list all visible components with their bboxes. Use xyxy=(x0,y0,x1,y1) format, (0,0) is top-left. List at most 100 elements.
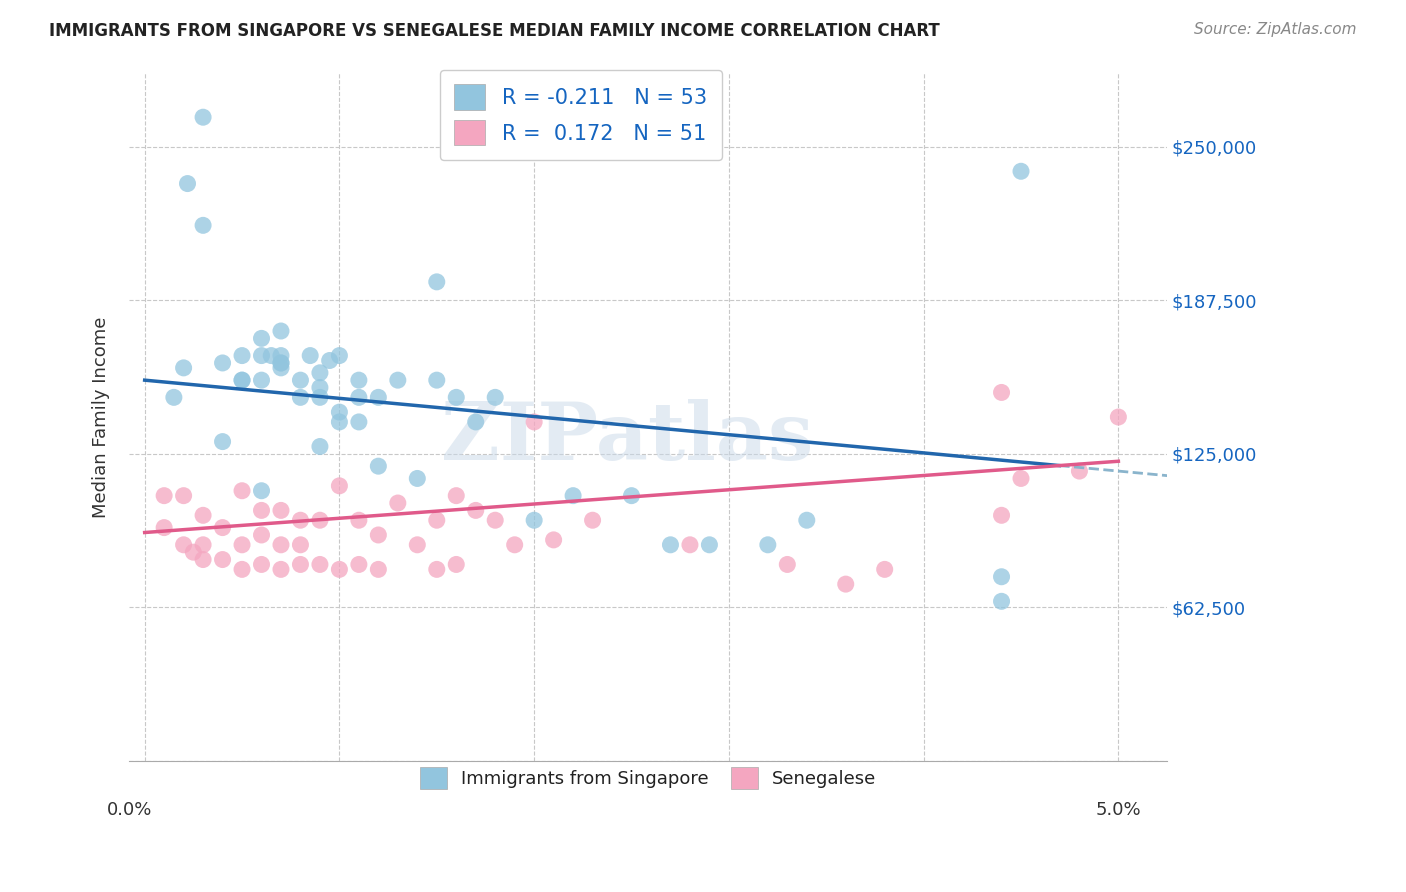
Point xyxy=(211,434,233,449)
Point xyxy=(406,471,429,485)
Point xyxy=(211,356,233,370)
Point xyxy=(191,110,214,124)
Point xyxy=(523,513,546,527)
Point xyxy=(347,558,370,572)
Point xyxy=(270,503,292,517)
Point xyxy=(270,538,292,552)
Text: Source: ZipAtlas.com: Source: ZipAtlas.com xyxy=(1194,22,1357,37)
Point xyxy=(1069,464,1091,478)
Point xyxy=(990,570,1012,584)
Point xyxy=(231,562,253,576)
Point xyxy=(446,390,468,404)
Point xyxy=(309,390,332,404)
Point xyxy=(679,538,702,552)
Point xyxy=(328,405,350,419)
Point xyxy=(620,489,643,503)
Point xyxy=(231,373,253,387)
Point xyxy=(756,538,779,552)
Point xyxy=(659,538,682,552)
Point xyxy=(426,513,449,527)
Point xyxy=(260,349,283,363)
Point xyxy=(250,528,273,542)
Point xyxy=(191,219,214,233)
Text: 5.0%: 5.0% xyxy=(1095,801,1142,819)
Point xyxy=(173,489,195,503)
Point xyxy=(173,360,195,375)
Point xyxy=(523,415,546,429)
Point xyxy=(270,356,292,370)
Legend: Immigrants from Singapore, Senegalese: Immigrants from Singapore, Senegalese xyxy=(409,756,887,800)
Point xyxy=(990,385,1012,400)
Point xyxy=(309,380,332,394)
Point xyxy=(163,390,186,404)
Point xyxy=(318,353,340,368)
Point xyxy=(250,558,273,572)
Point xyxy=(250,503,273,517)
Point xyxy=(176,177,198,191)
Point xyxy=(347,513,370,527)
Point xyxy=(211,552,233,566)
Point xyxy=(387,373,409,387)
Point xyxy=(581,513,603,527)
Point xyxy=(835,577,858,591)
Point xyxy=(191,508,214,523)
Point xyxy=(328,479,350,493)
Point xyxy=(250,483,273,498)
Point xyxy=(446,489,468,503)
Point xyxy=(250,331,273,345)
Point xyxy=(543,533,565,547)
Point xyxy=(290,513,312,527)
Point xyxy=(270,349,292,363)
Point xyxy=(328,562,350,576)
Point xyxy=(1107,410,1129,425)
Point xyxy=(699,538,721,552)
Point xyxy=(1010,164,1032,178)
Point xyxy=(426,275,449,289)
Point xyxy=(153,489,176,503)
Point xyxy=(990,594,1012,608)
Point xyxy=(270,356,292,370)
Point xyxy=(464,503,486,517)
Point xyxy=(562,489,585,503)
Point xyxy=(231,483,253,498)
Point xyxy=(173,538,195,552)
Point xyxy=(367,390,389,404)
Point xyxy=(1010,471,1032,485)
Point xyxy=(290,558,312,572)
Text: ZIPatlas: ZIPatlas xyxy=(441,399,814,476)
Point xyxy=(446,558,468,572)
Y-axis label: Median Family Income: Median Family Income xyxy=(93,317,110,517)
Point xyxy=(796,513,818,527)
Text: 0.0%: 0.0% xyxy=(107,801,152,819)
Point xyxy=(290,373,312,387)
Point xyxy=(191,552,214,566)
Point xyxy=(406,538,429,552)
Point xyxy=(211,520,233,534)
Point xyxy=(270,360,292,375)
Point xyxy=(426,373,449,387)
Point xyxy=(873,562,896,576)
Point xyxy=(250,373,273,387)
Point xyxy=(328,415,350,429)
Text: IMMIGRANTS FROM SINGAPORE VS SENEGALESE MEDIAN FAMILY INCOME CORRELATION CHART: IMMIGRANTS FROM SINGAPORE VS SENEGALESE … xyxy=(49,22,941,40)
Point xyxy=(153,520,176,534)
Point xyxy=(183,545,205,559)
Point xyxy=(776,558,799,572)
Point xyxy=(299,349,322,363)
Point xyxy=(367,459,389,474)
Point xyxy=(990,508,1012,523)
Point xyxy=(484,513,506,527)
Point xyxy=(290,390,312,404)
Point xyxy=(347,415,370,429)
Point xyxy=(250,349,273,363)
Point xyxy=(347,390,370,404)
Point xyxy=(290,538,312,552)
Point xyxy=(231,373,253,387)
Point xyxy=(309,513,332,527)
Point xyxy=(231,349,253,363)
Point xyxy=(367,528,389,542)
Point xyxy=(426,562,449,576)
Point xyxy=(464,415,486,429)
Point xyxy=(328,349,350,363)
Point xyxy=(309,558,332,572)
